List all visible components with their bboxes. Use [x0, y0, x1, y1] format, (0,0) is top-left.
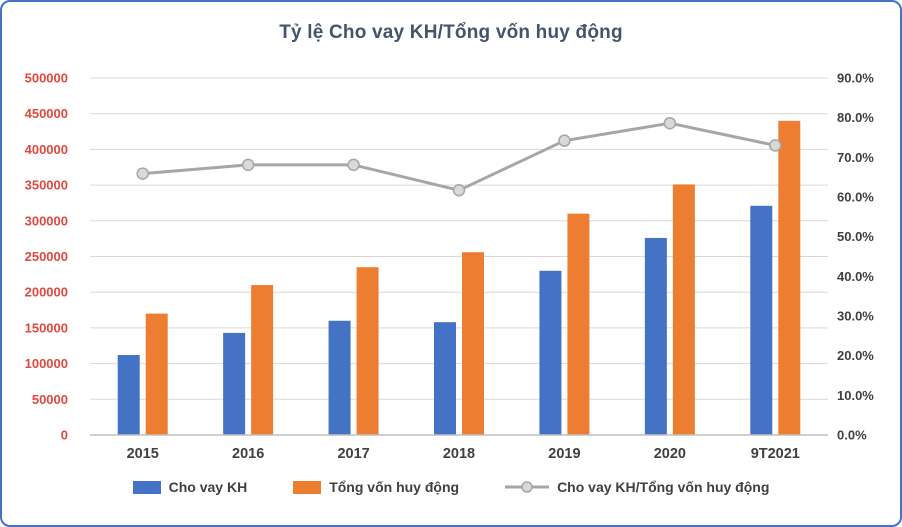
bar	[251, 285, 274, 435]
line-marker	[136, 167, 149, 180]
legend-label: Cho vay KH/Tổng vốn huy động	[557, 479, 770, 495]
ratio-line	[142, 121, 776, 192]
x-axis-category-label: 2020	[654, 446, 686, 462]
left-axis-tick-label: 450000	[25, 106, 68, 121]
left-axis-tick-label: 0	[61, 428, 68, 443]
legend-bar-swatch-icon	[132, 480, 161, 494]
x-axis-category-label: 2018	[443, 446, 475, 462]
left-axis-tick-label: 250000	[25, 249, 68, 264]
left-axis-tick-label: 50000	[32, 392, 68, 407]
bar-series-1	[117, 205, 773, 435]
x-axis-category-label: 9T2021	[751, 446, 800, 462]
chart-legend: Cho vay KH Tổng vốn huy động Cho vay KH/Tổ…	[2, 479, 900, 495]
line-marker	[769, 139, 782, 152]
gridlines	[90, 77, 828, 400]
bar	[672, 184, 695, 435]
line-marker	[558, 134, 571, 147]
legend-bar-swatch-icon	[293, 480, 322, 494]
line-marker	[663, 116, 677, 130]
left-axis-tick-label: 300000	[25, 213, 68, 228]
bar	[778, 120, 801, 435]
right-axis-tick-label: 60.0%	[837, 190, 874, 205]
bar	[462, 252, 484, 435]
x-axis-category-label: 2016	[232, 446, 264, 462]
right-axis-tick-label: 10.0%	[837, 388, 874, 403]
bar	[145, 313, 168, 435]
left-axis-tick-label: 350000	[25, 178, 68, 193]
right-axis-tick-label: 80.0%	[837, 110, 874, 125]
line-marker	[241, 158, 255, 172]
bar	[328, 320, 351, 435]
x-axis-category-label: 2019	[548, 446, 580, 462]
right-axis-tick-label: 70.0%	[837, 150, 874, 165]
right-axis-tick-label: 20.0%	[837, 348, 874, 363]
bar	[567, 213, 590, 435]
x-axis-category-label: 2017	[337, 446, 369, 462]
line-marker	[347, 158, 360, 172]
right-axis-tick-label: 50.0%	[837, 229, 874, 244]
chart-title: Tỷ lệ Cho vay KH/Tổng vốn huy động	[279, 22, 623, 43]
left-axis-labels: 0 50000 100000 150000 200000 250000 300000 3500…	[25, 71, 68, 443]
right-axis-labels: 0.0% 10.0% 20.0% 30.0% 40.0% 50.0% 60.0% 70.0% 8…	[837, 71, 874, 443]
line-marker	[452, 184, 466, 197]
left-axis-tick-label: 150000	[25, 320, 68, 335]
bar	[539, 270, 562, 435]
legend-line-circle	[521, 481, 533, 493]
bar	[356, 267, 379, 435]
left-axis-tick-label: 400000	[25, 142, 68, 157]
left-axis-tick-label: 100000	[25, 356, 68, 371]
bar	[223, 332, 246, 435]
legend-item: Tổng vốn huy động	[293, 479, 459, 495]
ratio-line-markers	[136, 116, 782, 197]
bar	[117, 355, 140, 435]
right-axis-tick-label: 40.0%	[837, 269, 874, 284]
x-axis-category-label: 2015	[127, 446, 159, 462]
bar	[750, 205, 773, 435]
bar-series-2	[145, 120, 801, 435]
legend-line-marker-icon	[505, 481, 550, 493]
legend-label: Tổng vốn huy động	[329, 479, 460, 495]
bar	[644, 237, 667, 435]
right-axis-tick-label: 0.0%	[837, 428, 867, 443]
left-axis-tick-label: 500000	[25, 71, 68, 86]
right-axis-tick-label: 30.0%	[837, 309, 874, 324]
left-axis-tick-label: 200000	[25, 285, 68, 300]
right-axis-tick-label: 90.0%	[837, 71, 874, 86]
x-axis-labels: 2015 2016 2017 2018 2019 2020 9T2021	[127, 446, 800, 462]
legend-item: Cho vay KH/Tổng vốn huy động	[505, 479, 769, 495]
legend-item: Cho vay KH	[132, 479, 248, 495]
bar	[434, 322, 456, 435]
legend-label: Cho vay KH	[168, 479, 248, 495]
